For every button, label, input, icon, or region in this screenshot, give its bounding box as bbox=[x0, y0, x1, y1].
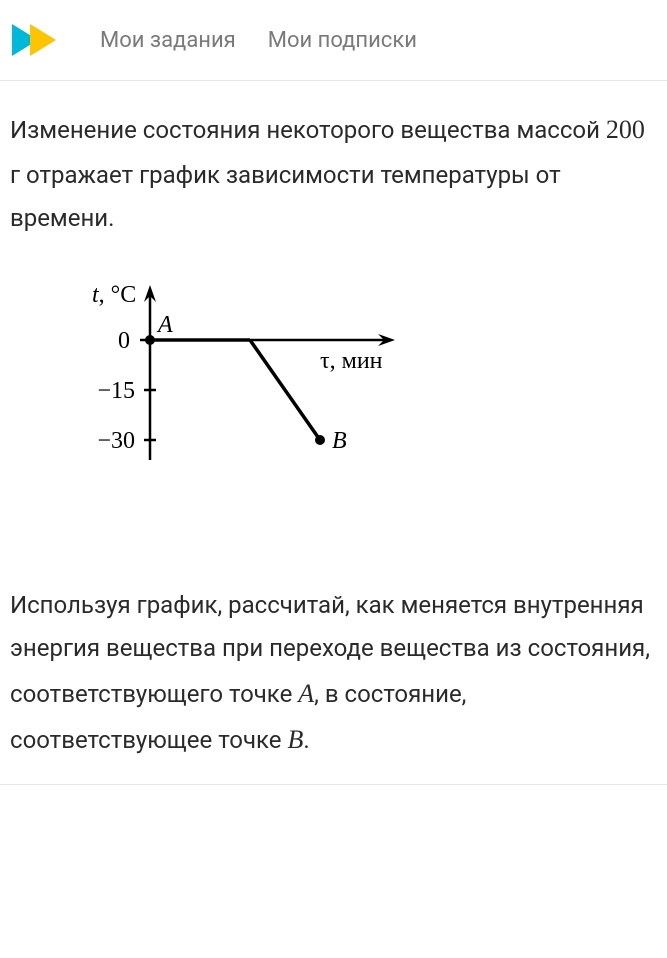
question-text: Используя график, рассчитай, как меняетс… bbox=[10, 584, 657, 764]
header: Мои задания Мои подписки bbox=[0, 0, 667, 81]
question-text-3: . bbox=[303, 726, 309, 754]
point-b-ref: B bbox=[287, 725, 303, 754]
cooling-line bbox=[250, 340, 320, 440]
point-a-ref: A bbox=[298, 679, 314, 708]
footer bbox=[0, 785, 667, 815]
nav-links: Мои задания Мои подписки bbox=[100, 28, 417, 53]
logo[interactable] bbox=[8, 18, 72, 62]
temperature-chart: t, °C τ, мин 0 −15 −30 A B bbox=[50, 280, 410, 480]
problem-statement: Изменение состояния некоторого вещества … bbox=[10, 107, 657, 240]
point-a-marker bbox=[145, 335, 155, 345]
logo-icon bbox=[8, 18, 72, 62]
y-axis-label: t, °C bbox=[92, 282, 136, 308]
point-a-label: A bbox=[156, 312, 173, 338]
x-axis-label: τ, мин bbox=[320, 348, 383, 374]
y-tick-0: 0 bbox=[118, 328, 130, 354]
point-b-label: B bbox=[332, 428, 347, 454]
chart-container: t, °C τ, мин 0 −15 −30 A B bbox=[50, 280, 657, 484]
content: Изменение состояния некоторого вещества … bbox=[0, 81, 667, 785]
y-tick-neg30: −30 bbox=[97, 428, 135, 454]
problem-text-2: г отражает график зависимости температур… bbox=[10, 161, 561, 232]
mass-value: 200 bbox=[606, 115, 645, 144]
nav-tasks[interactable]: Мои задания bbox=[100, 28, 236, 53]
problem-text-1: Изменение состояния некоторого вещества … bbox=[10, 116, 606, 144]
point-b-marker bbox=[315, 435, 325, 445]
y-tick-neg15: −15 bbox=[97, 378, 135, 404]
nav-subscriptions[interactable]: Мои подписки bbox=[268, 28, 417, 53]
